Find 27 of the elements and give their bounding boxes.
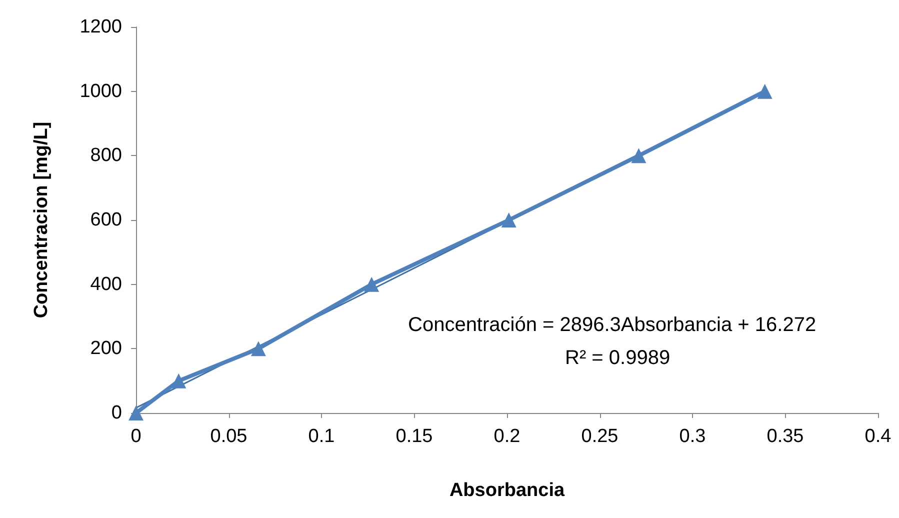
x-tick-label: 0.1: [308, 426, 335, 447]
annotation: R² = 0.9989: [565, 347, 670, 369]
x-tick-label: 0.3: [679, 426, 706, 447]
point: [250, 341, 266, 356]
x-tick-label: 0: [130, 426, 142, 447]
point: [501, 212, 516, 228]
y-axis-title: Concentracion [mg/L]: [31, 122, 52, 318]
x-tick-label: 0.4: [864, 426, 892, 447]
y-tick-label: 1200: [80, 16, 122, 38]
point: [128, 406, 144, 420]
y-tick-label: 600: [90, 210, 122, 230]
point: [757, 84, 772, 99]
annotation: Concentración = 2896.3Absorbancia + 16.272: [408, 314, 816, 336]
x-tick-label: 0.15: [396, 426, 433, 447]
y-tick-label: 400: [90, 274, 122, 295]
point: [364, 276, 380, 292]
point: [171, 373, 186, 388]
x-tick-label: 0.05: [210, 426, 248, 447]
x-tick-label: 0.35: [766, 426, 804, 447]
x-tick-label: 0.25: [581, 426, 618, 447]
y-tick-label: 0: [111, 402, 122, 424]
x-tick-label: 0.2: [494, 426, 520, 447]
y-tick-label: 1000: [80, 80, 122, 102]
x-axis-title: Absorbancia: [449, 480, 565, 501]
y-tick-label: 800: [90, 145, 122, 166]
y-tick-label: 200: [90, 338, 122, 360]
point: [631, 148, 646, 164]
